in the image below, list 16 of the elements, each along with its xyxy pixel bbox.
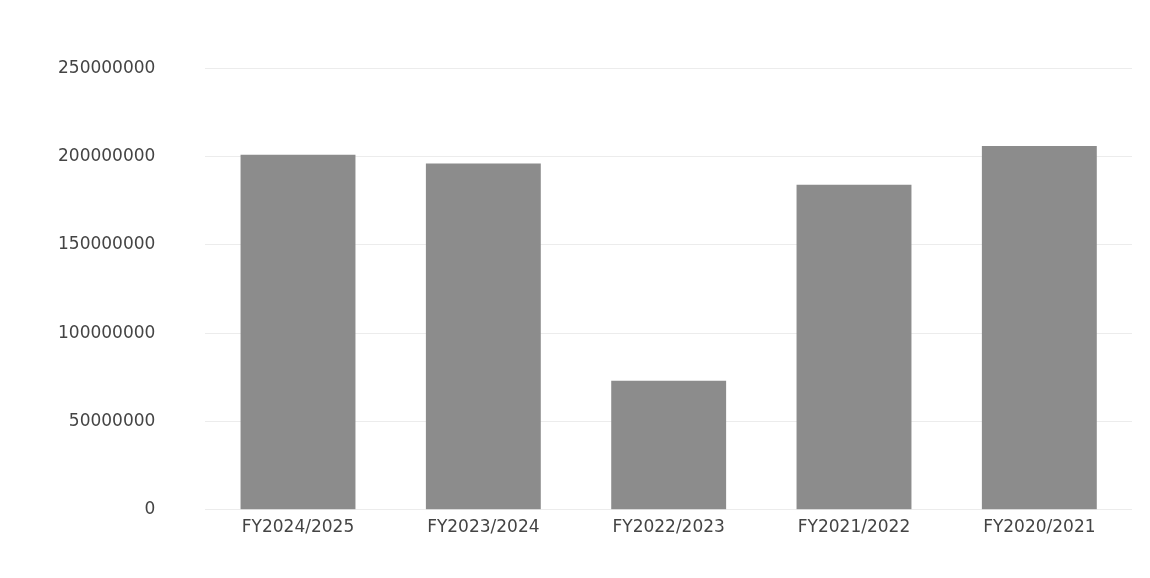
y-tick-label: 100000000 [58, 321, 156, 342]
bar [240, 154, 356, 510]
bar [796, 184, 912, 510]
y-tick-label: 0 [144, 498, 156, 519]
bar [425, 163, 541, 510]
x-tick-label: FY2021/2022 [797, 516, 911, 537]
x-tick-label: FY2023/2024 [427, 516, 540, 537]
x-tick-label: FY2022/2023 [612, 516, 725, 537]
bar [611, 380, 727, 510]
y-tick-label: 200000000 [58, 144, 156, 165]
x-tick-label: FY2024/2025 [241, 516, 355, 537]
x-tick-label: FY2020/2021 [983, 516, 1096, 537]
y-tick-label: 50000000 [68, 409, 156, 430]
y-tick-label: 250000000 [58, 56, 156, 77]
y-tick-label: 150000000 [58, 233, 156, 254]
bar [981, 145, 1097, 510]
